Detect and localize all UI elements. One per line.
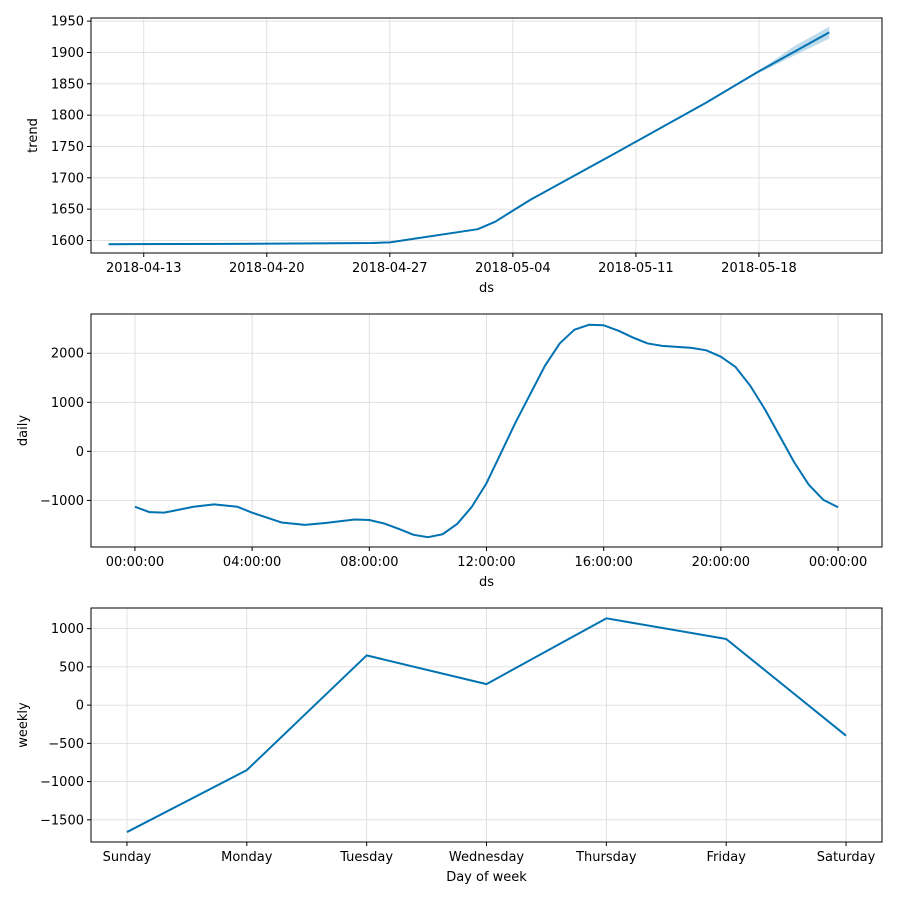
y-tick-label: −1000 xyxy=(40,494,84,509)
x-tick-label: Tuesday xyxy=(339,850,393,865)
weekly-line xyxy=(126,617,847,833)
trend-line xyxy=(108,31,830,246)
x-tick-label: Sunday xyxy=(103,850,152,865)
y-tick-label: −500 xyxy=(48,737,84,752)
x-tick-label: Monday xyxy=(221,850,273,865)
y-tick-label: 1800 xyxy=(51,109,84,124)
x-tick-label: Thursday xyxy=(575,850,637,865)
y-axis-label: weekly xyxy=(16,702,31,748)
x-tick-label: 2018-04-13 xyxy=(106,261,182,276)
daily-panel: 00:00:00 04:00:00 08:00:00 12:00:00 16:00:00… xyxy=(16,313,883,590)
x-tick-label: 2018-05-18 xyxy=(721,261,797,276)
y-tick-label: 1000 xyxy=(51,622,84,637)
y-tick-label: 1850 xyxy=(51,77,84,92)
y-tick-label: 1700 xyxy=(51,171,84,186)
y-axis-label: daily xyxy=(16,415,31,446)
x-tick-label: 08:00:00 xyxy=(340,555,398,570)
x-tick-label: Friday xyxy=(706,850,746,865)
y-tick-label: 1750 xyxy=(51,140,84,155)
y-tick-label: 0 xyxy=(76,699,84,714)
y-tick-label: −1500 xyxy=(40,813,84,828)
y-tick-label: −1000 xyxy=(40,775,84,790)
x-tick-label: 2018-04-27 xyxy=(352,261,428,276)
y-tick-label: 2000 xyxy=(51,347,84,362)
y-tick-label: 1950 xyxy=(51,15,84,30)
y-tick-label: 0 xyxy=(76,445,84,460)
x-tick-label: 16:00:00 xyxy=(574,555,632,570)
x-tick-label: 00:00:00 xyxy=(106,555,164,570)
x-tick-label: 20:00:00 xyxy=(692,555,750,570)
y-tick-label: 500 xyxy=(59,660,84,675)
x-tick-label: 2018-04-20 xyxy=(229,261,305,276)
plot-frame xyxy=(90,17,883,254)
x-axis-label: Day of week xyxy=(446,870,527,885)
y-tick-label: 1600 xyxy=(51,234,84,249)
x-tick-label: 00:00:00 xyxy=(809,555,867,570)
x-tick-label: 12:00:00 xyxy=(457,555,515,570)
x-tick-label: Wednesday xyxy=(449,850,525,865)
daily-line xyxy=(134,323,839,539)
x-tick-label: 2018-05-04 xyxy=(475,261,551,276)
trend-panel: 2018-04-13 2018-04-20 2018-04-27 2018-05-04… xyxy=(26,15,883,296)
y-tick-label: 1000 xyxy=(51,396,84,411)
x-tick-label: 2018-05-11 xyxy=(598,261,674,276)
y-tick-label: 1900 xyxy=(51,46,84,61)
y-axis-label: trend xyxy=(26,118,41,153)
x-axis-label: ds xyxy=(479,575,494,590)
y-tick-label: 1650 xyxy=(51,203,84,218)
x-tick-label: Saturday xyxy=(817,850,876,865)
x-tick-label: 04:00:00 xyxy=(223,555,281,570)
x-axis-label: ds xyxy=(479,281,494,296)
weekly-panel: Sunday Monday Tuesday Wednesday Thursday Frid… xyxy=(16,607,883,885)
